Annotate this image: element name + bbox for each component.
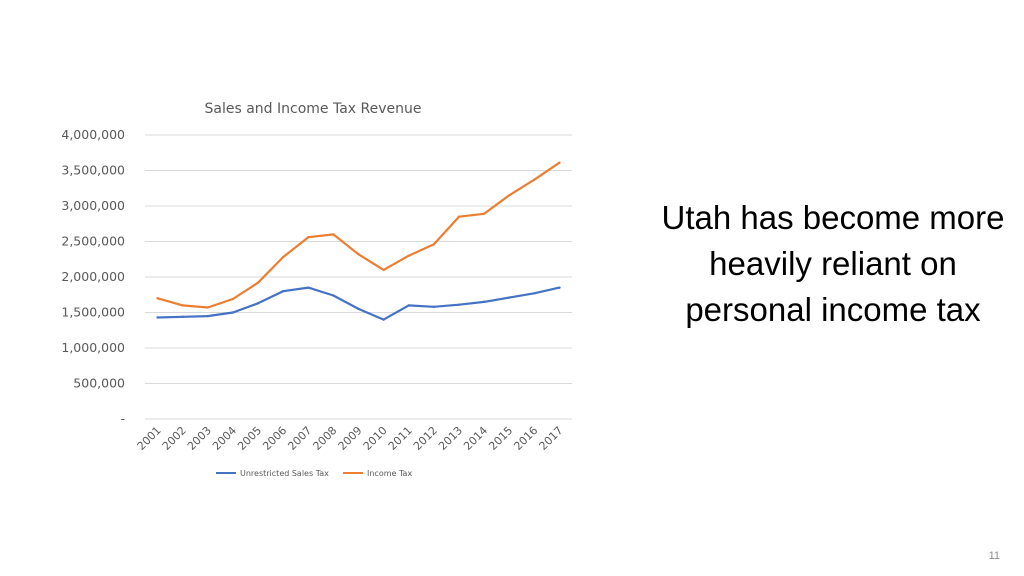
y-tick-label: 3,000,000 — [61, 198, 125, 213]
x-tick-label: 2003 — [185, 424, 214, 453]
x-tick-label: 2005 — [235, 424, 264, 453]
page-number: 11 — [988, 550, 1000, 562]
data-point — [281, 290, 285, 293]
y-tick-label: 3,500,000 — [61, 163, 125, 178]
x-tick-label: 2004 — [210, 424, 239, 453]
data-point — [332, 294, 335, 297]
x-tick-label: 2014 — [461, 424, 490, 453]
data-point — [156, 297, 159, 300]
data-point — [508, 194, 511, 197]
y-tick-label: 4,000,000 — [61, 127, 125, 142]
data-point — [181, 304, 184, 307]
legend: Unrestricted Sales Tax Income Tax — [216, 469, 412, 478]
x-tick-label: 2006 — [260, 424, 289, 453]
data-point — [508, 296, 511, 299]
data-point — [307, 236, 310, 239]
data-point — [206, 306, 209, 309]
data-point — [206, 314, 209, 318]
data-point — [457, 303, 461, 306]
data-point — [256, 281, 260, 284]
data-point — [332, 233, 335, 236]
data-point — [432, 243, 436, 246]
data-point — [281, 255, 285, 259]
series-line-income-tax — [156, 161, 561, 309]
data-point — [482, 212, 486, 216]
x-tick-label: 2013 — [436, 424, 465, 453]
y-tick-label: 2,500,000 — [61, 234, 125, 249]
data-point — [407, 304, 410, 307]
x-tick-label: 2009 — [336, 424, 365, 453]
data-point — [307, 286, 310, 289]
gridlines — [145, 134, 572, 420]
data-point — [231, 297, 235, 301]
data-point — [533, 178, 536, 181]
x-tick-label: 2011 — [386, 424, 415, 453]
series-lines — [156, 161, 561, 321]
data-point — [382, 268, 385, 272]
x-tick-label: 2001 — [135, 424, 164, 453]
data-point — [156, 316, 159, 319]
x-tick-label: 2016 — [511, 424, 540, 453]
x-tick-label: 2002 — [160, 424, 189, 453]
data-point — [533, 292, 536, 295]
data-point — [357, 307, 360, 311]
slide-headline: Utah has become more heavily reliant on … — [661, 199, 1005, 328]
x-tick-label: 2008 — [311, 424, 340, 453]
data-point — [357, 253, 360, 256]
data-point — [407, 254, 410, 257]
y-tick-label: 1,500,000 — [61, 305, 125, 320]
x-tick-label: 2010 — [361, 424, 390, 453]
data-point — [482, 300, 486, 304]
y-tick-label: 1,000,000 — [61, 340, 125, 355]
data-point — [558, 286, 561, 289]
data-point — [558, 161, 561, 164]
legend-label: Unrestricted Sales Tax — [240, 469, 329, 478]
data-point — [432, 305, 436, 309]
x-tick-label: 2012 — [411, 424, 440, 453]
y-tick-label: 500,000 — [73, 376, 125, 391]
y-tick-label: 2,000,000 — [61, 269, 125, 284]
x-tick-label: 2015 — [486, 424, 515, 453]
data-point — [256, 302, 260, 305]
x-tick-label: 2017 — [537, 424, 566, 453]
data-point — [181, 315, 184, 318]
x-tick-label: 2007 — [285, 424, 314, 453]
data-point — [382, 318, 385, 321]
legend-label: Income Tax — [367, 469, 412, 478]
data-point — [457, 215, 461, 218]
y-axis-ticks: - 500,000 1,000,000 1,500,000 2,000,000 2,500… — [61, 127, 125, 426]
data-point — [231, 311, 235, 314]
chart-title: Sales and Income Tax Revenue — [205, 101, 422, 117]
x-axis-ticks: 2001200220032004200520062007200820092010… — [135, 424, 566, 453]
y-tick-label: - — [120, 411, 125, 426]
